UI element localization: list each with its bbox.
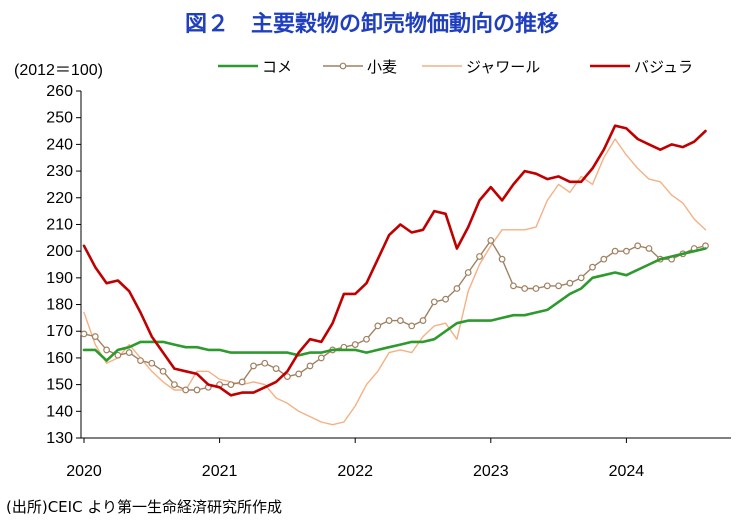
series-layer — [80, 124, 709, 426]
series-point — [272, 365, 280, 373]
legend-label: バジュラ — [634, 58, 693, 76]
y-tick-label: 240 — [46, 136, 73, 153]
series-line-2 — [83, 138, 707, 426]
series-point — [91, 333, 99, 340]
series-point — [430, 298, 438, 306]
x-tick-label: 2021 — [202, 463, 238, 480]
x-tick-label: 2024 — [609, 463, 645, 480]
legend-label: 小麦 — [367, 58, 397, 76]
series-point — [510, 282, 517, 290]
series-point — [238, 378, 246, 386]
series-point — [137, 357, 144, 364]
series-point — [114, 351, 122, 359]
series-point — [419, 317, 427, 324]
y-tick-label: 260 — [46, 83, 73, 100]
series-point — [611, 247, 619, 255]
series-point — [317, 354, 325, 362]
series-point — [374, 322, 382, 330]
y-tick-label: 130 — [46, 430, 73, 447]
series-point — [577, 274, 585, 282]
series-point — [193, 386, 201, 394]
series-point — [397, 317, 404, 324]
y-tick-label: 210 — [46, 216, 73, 233]
y-tick-label: 160 — [46, 350, 73, 367]
y-tick-label: 220 — [46, 190, 73, 207]
series-point — [295, 370, 303, 378]
series-point — [498, 255, 506, 263]
y-tick-label: 190 — [46, 270, 73, 287]
series-point — [227, 381, 235, 389]
series-point — [363, 335, 370, 343]
y-tick-label: 150 — [46, 377, 73, 394]
series-point — [306, 362, 314, 370]
series-point — [453, 285, 461, 292]
series-point — [261, 359, 269, 367]
series-point — [170, 381, 178, 389]
series-point — [464, 269, 472, 276]
series-point — [385, 317, 393, 324]
x-tick-label: 2022 — [337, 463, 373, 480]
series-line-3 — [82, 124, 707, 397]
legend-label: ジャワール — [466, 58, 540, 76]
legend-label: コメ — [262, 58, 292, 76]
series-point — [623, 247, 630, 255]
series-point — [600, 255, 608, 263]
y-tick-label: 140 — [46, 403, 73, 420]
series-point — [408, 322, 416, 330]
series-line-0 — [82, 247, 707, 362]
series-point — [555, 282, 562, 290]
legend-marker — [339, 62, 347, 70]
y-tick-label: 200 — [46, 243, 73, 260]
chart-title: 図２ 主要穀物の卸売物価動向の推移 — [184, 12, 559, 37]
unit-label: (2012＝100) — [14, 62, 103, 79]
series-point — [80, 330, 88, 338]
series-point — [645, 245, 653, 252]
series-point — [589, 263, 596, 271]
series-point — [148, 359, 156, 367]
x-tick-label: 2023 — [473, 463, 509, 480]
series-point — [250, 362, 257, 370]
legend: コメ 小麦 ジャワール バジュラ — [218, 58, 693, 76]
series-point — [476, 253, 483, 260]
series-point — [634, 242, 642, 250]
series-point — [351, 341, 359, 348]
series-point — [125, 349, 133, 356]
series-point — [543, 282, 551, 290]
series-point — [284, 373, 291, 381]
y-tick-label: 250 — [46, 110, 73, 127]
series-point — [103, 346, 110, 354]
series-point — [182, 386, 190, 394]
y-tick-label: 230 — [46, 163, 73, 180]
series-point — [159, 367, 167, 375]
series-line-1 — [83, 239, 707, 391]
y-tick-label: 180 — [46, 297, 73, 314]
x-tick-label: 2020 — [66, 463, 102, 480]
source-note: (出所)CEIC より第一生命経済研究所作成 — [6, 498, 283, 516]
series-point — [521, 285, 529, 292]
series-point — [487, 237, 495, 244]
axes: 130 140 150 160 170 180 190 200 210 220 230 240 250 2… — [46, 83, 731, 480]
series-point — [532, 285, 540, 292]
series-point — [442, 295, 450, 303]
series-point — [566, 279, 574, 287]
y-tick-label: 170 — [46, 323, 73, 340]
